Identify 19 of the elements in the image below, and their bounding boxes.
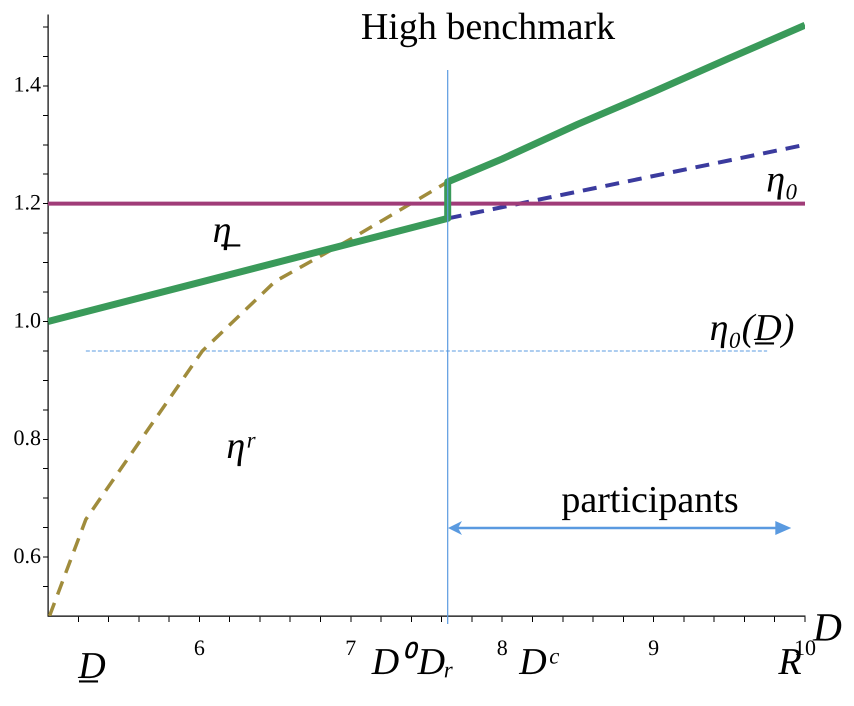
annotation: ηʳ — [226, 424, 256, 467]
x-tick-label: 6 — [194, 634, 205, 660]
chart-title: High benchmark — [360, 6, 616, 48]
y-tick-label: 1.0 — [14, 307, 41, 332]
annotation: η₀(D̲) — [710, 306, 794, 349]
x-tick-label: 7 — [345, 634, 356, 660]
y-tick-label: 1.2 — [14, 189, 41, 214]
annotation: η₀ — [766, 158, 798, 201]
text: D̲ — [77, 644, 106, 687]
y-tick-label: 0.6 — [14, 542, 41, 568]
text: D⁰ — [370, 640, 420, 683]
annotation: η̲ — [212, 208, 240, 251]
text: Dᵣ — [416, 640, 454, 683]
x-tick-label: 8 — [496, 634, 508, 660]
annotation: participants — [561, 478, 739, 521]
x-tick-label: 9 — [648, 634, 660, 660]
y-tick-label: 0.8 — [14, 425, 41, 450]
y-tick-label: 1.4 — [14, 72, 41, 97]
text: Dᶜ — [518, 640, 560, 683]
